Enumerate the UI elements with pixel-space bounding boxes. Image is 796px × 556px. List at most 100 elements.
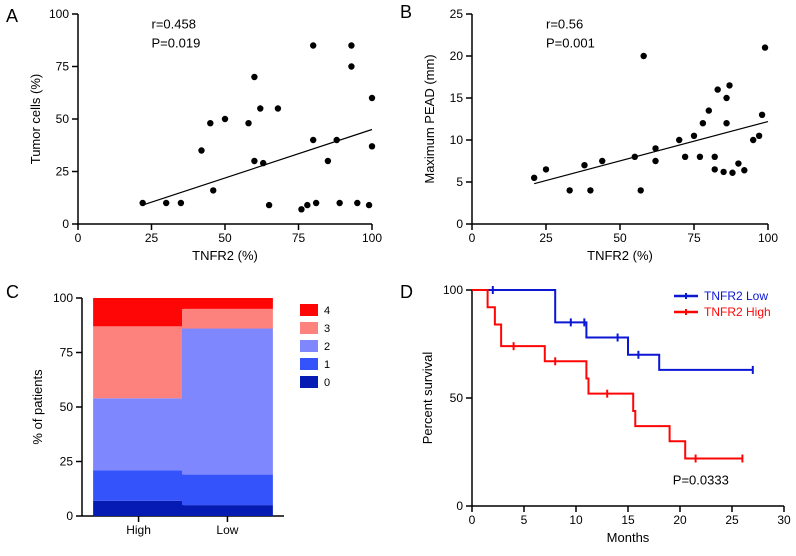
svg-text:5: 5 xyxy=(456,175,463,189)
data-point xyxy=(599,158,605,164)
svg-text:15: 15 xyxy=(621,513,635,527)
legend-swatch xyxy=(300,358,318,370)
data-point xyxy=(207,120,213,126)
legend-label: TNFR2 High xyxy=(704,305,771,319)
data-point xyxy=(257,105,263,111)
svg-text:10: 10 xyxy=(450,133,464,147)
bar-segment xyxy=(93,501,184,516)
svg-text:P=0.001: P=0.001 xyxy=(546,36,595,51)
svg-text:0: 0 xyxy=(324,377,330,389)
panel-a-label: A xyxy=(6,6,18,27)
data-point xyxy=(632,154,638,160)
data-point xyxy=(313,200,319,206)
svg-text:20: 20 xyxy=(450,49,464,63)
km-curve xyxy=(472,290,742,458)
data-point xyxy=(712,166,718,172)
data-point xyxy=(726,82,732,88)
svg-text:0: 0 xyxy=(469,231,476,245)
panel-c-label: C xyxy=(6,282,19,303)
data-point xyxy=(198,147,204,153)
data-point xyxy=(714,86,720,92)
panel-d-chart: 051015202530050100MonthsPercent survival… xyxy=(398,278,796,556)
data-point xyxy=(741,167,747,173)
svg-text:Maximum PEAD (mm): Maximum PEAD (mm) xyxy=(422,54,437,183)
bar-segment xyxy=(93,398,184,470)
data-point xyxy=(759,112,765,118)
bar-segment xyxy=(182,475,273,506)
data-point xyxy=(723,120,729,126)
svg-text:100: 100 xyxy=(362,231,382,245)
svg-text:4: 4 xyxy=(324,305,330,317)
data-point xyxy=(334,137,340,143)
data-point xyxy=(700,120,706,126)
svg-text:30: 30 xyxy=(777,513,791,527)
svg-text:100: 100 xyxy=(443,283,463,297)
p-value-text: P=0.0333 xyxy=(673,472,729,487)
data-point xyxy=(735,160,741,166)
data-point xyxy=(587,187,593,193)
svg-text:25: 25 xyxy=(56,165,70,179)
data-point xyxy=(691,133,697,139)
data-point xyxy=(275,105,281,111)
svg-text:Months: Months xyxy=(607,530,650,545)
data-point xyxy=(369,95,375,101)
data-point xyxy=(251,74,257,80)
data-point xyxy=(638,187,644,193)
svg-text:P=0.019: P=0.019 xyxy=(152,36,201,51)
data-point xyxy=(163,200,169,206)
svg-text:75: 75 xyxy=(60,346,74,360)
panel-b-chart: 02550751000510152025TNFR2 (%)Maximum PEA… xyxy=(398,0,796,278)
svg-text:20: 20 xyxy=(673,513,687,527)
svg-text:0: 0 xyxy=(456,217,463,231)
bar-segment xyxy=(93,298,184,326)
data-point xyxy=(325,158,331,164)
data-point xyxy=(260,160,266,166)
svg-text:50: 50 xyxy=(613,231,627,245)
svg-text:0: 0 xyxy=(62,217,69,231)
svg-text:15: 15 xyxy=(450,91,464,105)
data-point xyxy=(366,202,372,208)
bar-segment xyxy=(182,298,273,309)
bar-segment xyxy=(93,326,184,398)
svg-text:10: 10 xyxy=(569,513,583,527)
svg-text:1: 1 xyxy=(324,359,330,371)
panel-b: B 02550751000510152025TNFR2 (%)Maximum P… xyxy=(398,0,796,278)
legend-label: TNFR2 Low xyxy=(704,289,768,303)
svg-text:75: 75 xyxy=(687,231,701,245)
data-point xyxy=(222,116,228,122)
data-point xyxy=(697,154,703,160)
svg-text:25: 25 xyxy=(539,231,553,245)
bar-segment xyxy=(182,309,273,329)
data-point xyxy=(682,154,688,160)
svg-text:100: 100 xyxy=(758,231,778,245)
panel-a-chart: 02550751000255075100TNFR2 (%)Tumor cells… xyxy=(0,0,398,278)
data-point xyxy=(139,200,145,206)
panel-b-label: B xyxy=(400,2,412,23)
panel-a: A 02550751000255075100TNFR2 (%)Tumor cel… xyxy=(0,0,398,278)
data-point xyxy=(266,202,272,208)
svg-text:25: 25 xyxy=(725,513,739,527)
data-point xyxy=(310,42,316,48)
svg-text:50: 50 xyxy=(218,231,232,245)
bar-segment xyxy=(93,470,184,501)
svg-text:Percent survival: Percent survival xyxy=(420,352,435,445)
data-point xyxy=(581,162,587,168)
data-point xyxy=(304,202,310,208)
svg-text:50: 50 xyxy=(56,112,70,126)
panel-d: D 051015202530050100MonthsPercent surviv… xyxy=(398,278,796,556)
data-point xyxy=(543,166,549,172)
svg-text:0: 0 xyxy=(469,513,476,527)
data-point xyxy=(652,158,658,164)
svg-text:50: 50 xyxy=(60,400,74,414)
data-point xyxy=(245,120,251,126)
data-point xyxy=(369,143,375,149)
data-point xyxy=(354,200,360,206)
legend-swatch xyxy=(300,322,318,334)
data-point xyxy=(652,145,658,151)
data-point xyxy=(348,42,354,48)
svg-text:3: 3 xyxy=(324,323,330,335)
svg-text:0: 0 xyxy=(456,499,463,513)
bar-segment xyxy=(182,505,273,516)
data-point xyxy=(706,107,712,113)
svg-text:0: 0 xyxy=(66,509,73,523)
